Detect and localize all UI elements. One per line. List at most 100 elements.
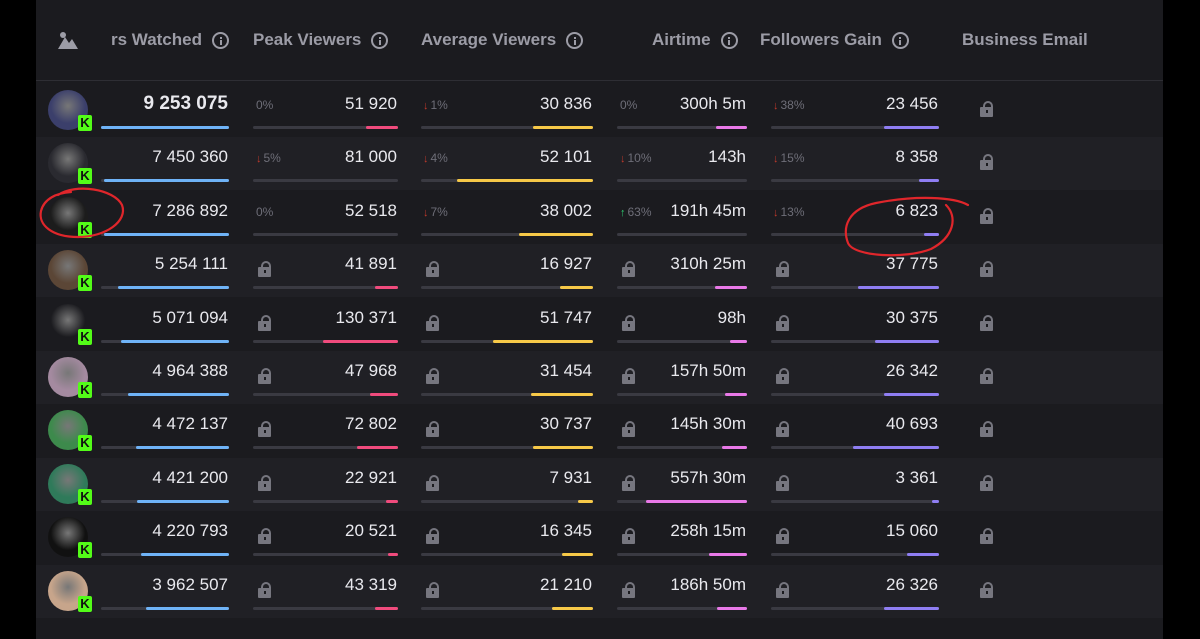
header-average-viewers[interactable]: Average Viewers: [421, 28, 584, 52]
table-row[interactable]: K 5 071 094 130 371 51 747 98h 30 375: [36, 298, 1163, 351]
arrow-down-icon: ↓: [423, 206, 429, 219]
lock-icon[interactable]: [776, 261, 789, 278]
lock-icon[interactable]: [776, 581, 789, 598]
followers-gain-bar: [771, 446, 939, 450]
lock-icon[interactable]: [258, 581, 271, 598]
average-viewers-value: 30 836: [540, 94, 592, 113]
airtime-change-text: 63%: [627, 204, 652, 219]
airtime-value: 157h 50m: [670, 361, 746, 380]
header-peak-viewers[interactable]: Peak Viewers: [253, 28, 389, 52]
peak-viewers-bar-fill: [366, 126, 398, 129]
header-business-email-label: Business Email: [962, 30, 1088, 49]
average-viewers-change: ↓ 4%: [423, 151, 448, 165]
lock-icon[interactable]: [776, 421, 789, 438]
followers-gain-bar: [771, 232, 939, 236]
lock-icon[interactable]: [980, 528, 993, 545]
lock-icon[interactable]: [622, 368, 635, 384]
info-icon[interactable]: [371, 31, 389, 49]
peak-viewers-bar-fill: [357, 446, 398, 450]
airtime-value: 310h 25m: [670, 254, 746, 274]
header-airtime[interactable]: Airtime: [652, 28, 738, 52]
header-followers-gain[interactable]: Followers Gain: [760, 28, 909, 52]
table-row[interactable]: K 4 964 388 47 968 31 454 157h 50m 26 342: [36, 351, 1163, 404]
hours-watched-bar-fill: [140, 553, 229, 557]
lock-icon[interactable]: [776, 474, 789, 491]
lock-icon[interactable]: [980, 474, 993, 491]
followers-gain-change: ↓ 13%: [773, 205, 805, 219]
peak-viewers-bar: [253, 126, 398, 129]
info-icon[interactable]: [212, 31, 229, 49]
kick-badge-icon: K: [78, 328, 92, 345]
lock-icon[interactable]: [622, 421, 635, 438]
table-row[interactable]: K 5 254 111 41 891 16 927 310h 25m 37 775: [36, 244, 1163, 298]
average-viewers-bar: [421, 446, 593, 450]
lock-icon[interactable]: [426, 314, 439, 331]
streamers-column-icon[interactable]: [58, 31, 78, 49]
lock-icon[interactable]: [426, 368, 439, 384]
lock-icon[interactable]: [426, 528, 439, 545]
lock-icon[interactable]: [980, 154, 993, 171]
table-row[interactable]: K 4 421 200 22 921 7 931 557h 30m 3 361: [36, 457, 1163, 511]
followers-gain-value: 6 823: [895, 200, 938, 220]
hours-watched-bar-fill: [136, 499, 229, 503]
airtime-bar: [617, 339, 747, 343]
info-icon[interactable]: [720, 31, 738, 49]
lock-icon[interactable]: [776, 314, 789, 331]
lock-icon[interactable]: [622, 581, 635, 598]
kick-badge-icon: K: [78, 488, 92, 505]
lock-icon[interactable]: [258, 314, 271, 331]
lock-icon[interactable]: [258, 474, 271, 491]
table-row[interactable]: K 4 472 137 72 802 30 737 145h 30m 40 693: [36, 404, 1163, 457]
info-icon[interactable]: [566, 31, 584, 49]
lock-icon[interactable]: [776, 368, 789, 384]
lock-icon[interactable]: [980, 261, 993, 278]
airtime-value: 186h 50m: [670, 574, 746, 594]
lock-icon[interactable]: [426, 581, 439, 598]
header-business-email[interactable]: Business Email: [962, 28, 1088, 52]
hours-watched-value: 5 071 094: [152, 307, 228, 327]
airtime-value: 191h 45m: [670, 200, 746, 220]
followers-gain-value: 30 375: [886, 307, 938, 327]
table-row[interactable]: K 3 962 507 43 319 21 210 186h 50m 26 326: [36, 564, 1163, 618]
lock-icon[interactable]: [426, 421, 439, 438]
airtime-value: 557h 30m: [670, 467, 746, 487]
lock-icon[interactable]: [426, 261, 439, 278]
hours-watched-bar-fill: [117, 286, 229, 290]
lock-icon[interactable]: [980, 368, 993, 384]
peak-viewers-bar: [253, 499, 398, 503]
followers-gain-bar-fill: [932, 499, 939, 503]
table-row[interactable]: K 4 220 793 20 521 16 345 258h 15m 15 060: [36, 511, 1163, 564]
header-hours-watched[interactable]: rs Watched: [101, 28, 229, 52]
lock-icon[interactable]: [426, 474, 439, 491]
peak-viewers-bar-fill: [387, 553, 398, 557]
lock-icon[interactable]: [258, 528, 271, 545]
airtime-bar-fill: [724, 393, 747, 396]
info-icon[interactable]: [891, 31, 909, 49]
lock-icon[interactable]: [980, 581, 993, 598]
lock-icon[interactable]: [622, 314, 635, 331]
lock-icon[interactable]: [622, 528, 635, 545]
airtime-bar-fill: [714, 286, 747, 290]
average-viewers-bar: [421, 553, 593, 557]
airtime-bar-fill: [715, 126, 747, 129]
followers-gain-bar: [771, 126, 939, 129]
lock-icon[interactable]: [980, 314, 993, 331]
airtime-bar: [617, 446, 747, 450]
hours-watched-value: 7 286 892: [152, 200, 228, 220]
lock-icon[interactable]: [258, 261, 271, 278]
lock-icon[interactable]: [776, 528, 789, 545]
peak-viewers-value: 20 521: [345, 521, 397, 541]
lock-icon[interactable]: [980, 101, 993, 117]
lock-icon[interactable]: [622, 261, 635, 278]
lock-icon[interactable]: [622, 474, 635, 491]
average-viewers-value: 16 927: [540, 254, 592, 274]
airtime-value: 300h 5m: [679, 94, 746, 113]
lock-icon[interactable]: [258, 368, 271, 384]
lock-icon[interactable]: [980, 421, 993, 438]
lock-icon[interactable]: [258, 421, 271, 438]
peak-viewers-bar: [253, 606, 398, 610]
lock-icon[interactable]: [980, 207, 993, 224]
